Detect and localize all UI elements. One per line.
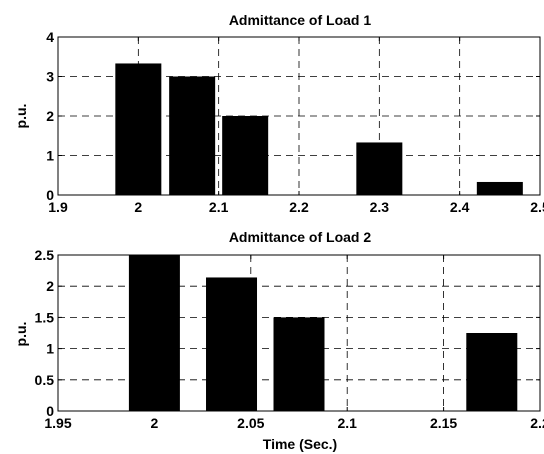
bar [222, 116, 269, 195]
plot-2-title: Admittance of Load 2 [229, 229, 372, 245]
plot-load-1: Admittance of Load 1 p.u. 1.9 2 2.1 2.2 2.3 2… [13, 12, 544, 215]
plot-2-frame [57, 254, 541, 412]
plot-1-y-ticks: 0 1 2 3 4 [46, 29, 540, 203]
x-tick-label: 2.2 [530, 415, 544, 431]
y-tick-label: 1 [46, 341, 54, 357]
y-tick-label: 3 [46, 69, 54, 85]
x-tick-label: 1.95 [44, 415, 71, 431]
x-tick-label: 2.5 [530, 199, 544, 215]
plot-1-title: Admittance of Load 1 [229, 12, 372, 28]
y-tick-label: 2 [46, 108, 54, 124]
y-tick-label: 0 [46, 403, 54, 419]
x-tick-label: 1.9 [48, 199, 68, 215]
plot-2-xlabel: Time (Sec.) [263, 436, 337, 452]
plot-load-2: Admittance of Load 2 p.u. 1.95 2 2.05 2.1 2.… [13, 229, 544, 452]
bar [128, 255, 180, 411]
y-tick-label: 1.5 [35, 309, 55, 325]
plot-2-y-ticks: 0 0.5 1 1.5 2 2.5 [35, 247, 540, 419]
bar [169, 76, 216, 195]
x-tick-label: 2.1 [209, 199, 229, 215]
plot-2-x-ticks: 1.95 2 2.05 2.1 2.15 2.2 [44, 255, 544, 431]
bar [273, 317, 325, 411]
y-tick-label: 1 [46, 148, 54, 164]
bar [356, 142, 403, 195]
y-tick-label: 4 [46, 29, 54, 45]
y-tick-label: 2 [46, 278, 54, 294]
bar [466, 333, 518, 411]
x-tick-label: 2.15 [430, 415, 457, 431]
plot-2-ylabel: p.u. [13, 322, 29, 347]
bar [115, 63, 162, 196]
x-tick-label: 2.3 [370, 199, 390, 215]
x-tick-label: 2 [151, 415, 159, 431]
x-tick-label: 2.05 [237, 415, 264, 431]
y-tick-label: 2.5 [35, 247, 55, 263]
x-tick-label: 2.2 [289, 199, 309, 215]
y-tick-label: 0.5 [35, 372, 55, 388]
bar [206, 277, 258, 411]
plot-1-bars [115, 63, 523, 196]
y-tick-label: 0 [46, 187, 54, 203]
plot-1-grid [58, 37, 540, 195]
x-tick-label: 2 [134, 199, 142, 215]
plot-1-ylabel: p.u. [13, 104, 29, 129]
x-tick-label: 2.1 [337, 415, 357, 431]
x-tick-label: 2.4 [450, 199, 470, 215]
plot-2-bars [128, 255, 518, 411]
plot-1-x-ticks: 1.9 2 2.1 2.2 2.3 2.4 2.5 [48, 37, 544, 215]
bar [476, 181, 523, 195]
